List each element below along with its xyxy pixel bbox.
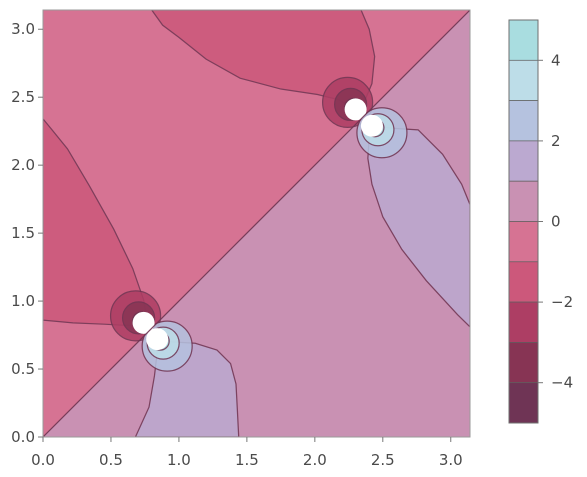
x-tick-label-5: 2.5 (371, 451, 395, 469)
color-legend: 4 2 0 −2 −4 (508, 19, 573, 424)
legend-band-3 (508, 140, 539, 182)
x-tick-label-6: 3.0 (439, 451, 463, 469)
legend-tick-label-3: −2 (551, 293, 573, 311)
singularity-point-2 (344, 98, 367, 121)
legend-band-0 (508, 19, 539, 61)
legend-band-7 (508, 301, 539, 343)
y-tick-label-5: 2.5 (11, 88, 35, 106)
singularity-contours (109, 76, 408, 372)
legend-tick-label-0: 4 (551, 51, 561, 69)
y-axis: 0.0 0.5 1.0 1.5 2.0 2.5 3.0 (11, 20, 43, 446)
y-tick-label-0: 0.0 (11, 428, 35, 446)
x-tick-label-3: 1.5 (235, 451, 259, 469)
legend-band-9 (508, 382, 539, 424)
legend-band-8 (508, 342, 539, 384)
legend-band-6 (508, 261, 539, 303)
legend-tick-label-2: 0 (551, 213, 561, 231)
plot-area (43, 10, 470, 437)
singularity-point-3 (360, 114, 383, 137)
x-axis: 0.0 0.5 1.0 1.5 2.0 2.5 3.0 (31, 437, 463, 469)
x-tick-label-2: 1.0 (167, 451, 191, 469)
singularity-point-0 (132, 311, 155, 334)
legend-tick-label-1: 2 (551, 132, 561, 150)
y-tick-label-2: 1.0 (11, 292, 35, 310)
y-tick-label-6: 3.0 (11, 20, 35, 38)
y-tick-label-3: 1.5 (11, 224, 35, 242)
plot-frame (42, 9, 471, 438)
legend-band-2 (508, 100, 539, 142)
legend-band-1 (508, 59, 539, 101)
x-tick-label-0: 0.0 (31, 451, 55, 469)
x-tick-label-1: 0.5 (99, 451, 123, 469)
x-tick-label-4: 2.0 (303, 451, 327, 469)
singularity-point-1 (146, 328, 169, 351)
y-tick-label-4: 2.0 (11, 156, 35, 174)
y-tick-label-1: 0.5 (11, 360, 35, 378)
legend-tick-label-4: −4 (551, 374, 573, 392)
legend-band-5 (508, 221, 539, 263)
diagonal-contour (43, 10, 470, 437)
legend-band-4 (508, 180, 539, 222)
